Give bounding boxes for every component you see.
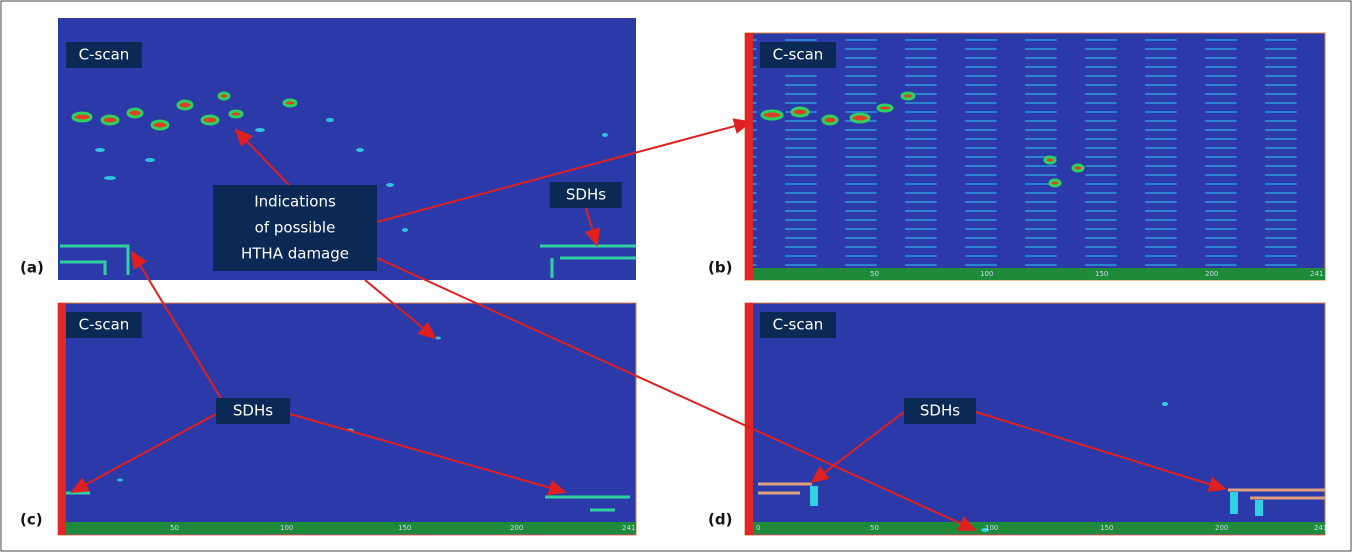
scale-tick: 150 [398, 524, 411, 532]
callout-line: Indications [254, 193, 336, 211]
scale-tick: 241 [1314, 524, 1327, 532]
sdh-callout: SDHs [920, 402, 960, 420]
scale-tick: 150 [1100, 524, 1113, 532]
scale-tick: 100 [280, 524, 293, 532]
scan-tag: C-scan [773, 316, 824, 334]
scale-tick: 100 [980, 270, 993, 278]
callout-line: of possible [255, 219, 336, 237]
scale-tick: 0 [756, 524, 760, 532]
scale-tick: 241 [622, 524, 635, 532]
scan-c: 50 100 150 200 241 C-scan [58, 303, 636, 535]
scale-tick: 200 [1205, 270, 1218, 278]
scan-tag: C-scan [79, 316, 130, 334]
panel-label: (c) [20, 511, 43, 529]
scan-d: 0 50 100 150 200 241 C-scan [745, 303, 1327, 535]
sdh-callout: SDHs [566, 186, 606, 204]
scale-tick: 50 [870, 524, 879, 532]
htha-callout: Indications of possible HTHA damage [213, 185, 377, 271]
callout-line: HTHA damage [241, 245, 349, 263]
scale-tick: 200 [510, 524, 523, 532]
scale-tick: 50 [170, 524, 179, 532]
scale-tick: 150 [1095, 270, 1108, 278]
scale-tick: 100 [985, 524, 998, 532]
scale-tick: 241 [1310, 270, 1323, 278]
panel-label: (b) [708, 259, 732, 277]
sdh-callout: SDHs [233, 402, 273, 420]
figure: C-scan 50 100 150 200 241 C-scan 50 100 … [0, 0, 1352, 552]
scan-b: 50 100 150 200 241 C-scan [745, 33, 1325, 280]
panel-label: (a) [20, 259, 44, 277]
panel-label: (d) [708, 511, 732, 529]
scan-tag: C-scan [79, 46, 130, 64]
scale-tick: 50 [870, 270, 879, 278]
scan-tag: C-scan [773, 46, 824, 64]
scale-tick: 200 [1215, 524, 1228, 532]
